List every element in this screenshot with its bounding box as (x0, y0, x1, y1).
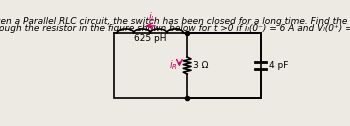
Text: through the resistor in the figure shown below for t >0 if iₗ(0⁻) = 6 A and Vₗ(0: through the resistor in the figure shown… (0, 24, 350, 33)
Text: 625 pH: 625 pH (134, 34, 167, 43)
Text: $i_L$: $i_L$ (148, 10, 156, 24)
Text: $i_R$: $i_R$ (169, 58, 178, 72)
Text: 3 Ω: 3 Ω (193, 61, 209, 70)
Text: Q3. Given a Parallel RLC circuit, the switch has been closed for a long time. Fi: Q3. Given a Parallel RLC circuit, the sw… (0, 17, 350, 26)
Text: 4 pF: 4 pF (269, 61, 289, 70)
